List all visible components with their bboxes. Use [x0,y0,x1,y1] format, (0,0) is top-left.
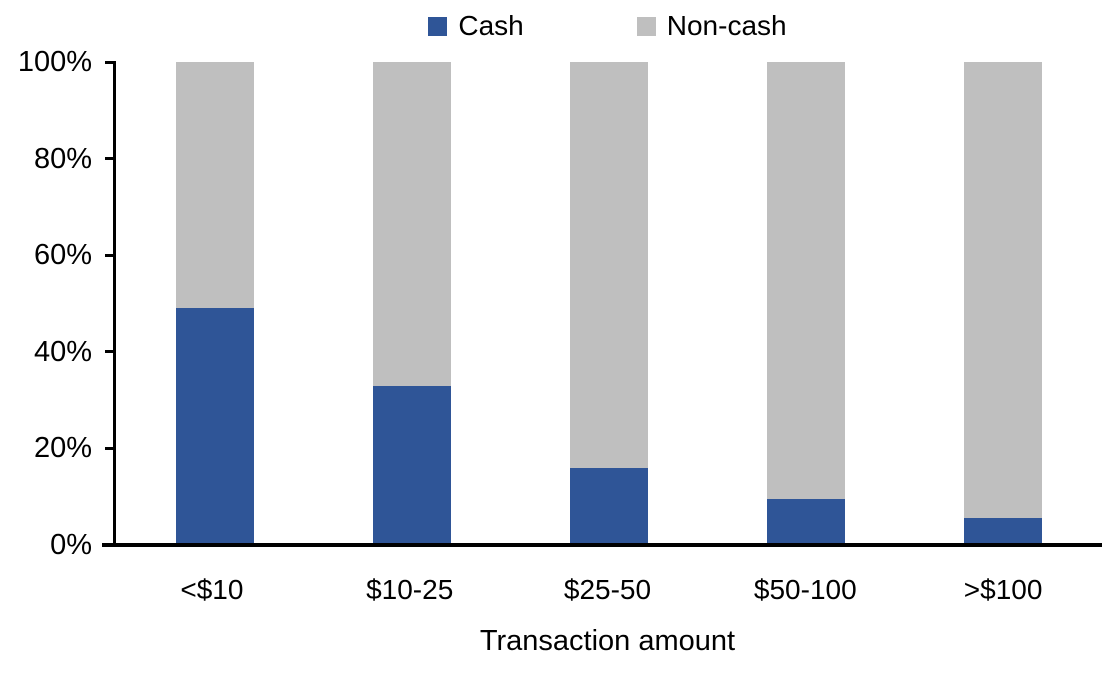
bar-slot-25-50 [510,62,707,545]
y-axis-tick-label-100: 100% [17,46,92,78]
legend-label-non-cash: Non-cash [666,10,787,41]
y-axis-tick-label-60: 60% [33,239,92,272]
y-axis-tick-mark [105,157,116,161]
y-axis-tick-mark [105,60,116,64]
legend-item-cash: Cash [428,10,524,41]
x-axis-line [102,543,1102,547]
bar-segment-cash-50-100 [767,499,846,545]
bar-stack-50-100 [767,62,846,545]
bar-segment-non-cash-25-50 [570,62,648,468]
bar-slot-100 [905,62,1102,545]
legend-swatch-cash [428,16,448,36]
x-axis-category-label-100: >$100 [963,574,1043,605]
bar-stack-100 [964,62,1043,545]
bar-segment-cash-100 [964,518,1043,545]
bar-slot-10 [116,62,313,545]
x-axis-labels: <$10 $10-25 $25-50 $50-100 >$100 [113,574,1102,606]
y-axis-tick-mark [105,253,116,257]
y-axis-tick-label-40: 40% [33,335,92,368]
bar-segment-non-cash-10-25 [372,62,451,386]
y-axis-tick-label-80: 80% [33,142,92,175]
y-axis-tick-mark [105,446,116,450]
legend-item-non-cash: Non-cash [636,10,787,41]
bar-segment-non-cash-50-100 [767,62,846,500]
bar-segment-cash-10-25 [372,385,451,545]
y-axis-labels: 0% 20% 40% 60% 80% 100% [0,46,92,561]
y-axis-tick-label-20: 20% [33,432,92,465]
bars [116,62,1102,545]
bar-stack-10-25 [372,62,451,545]
plot-area [105,60,1102,547]
bar-segment-non-cash-10 [175,62,254,309]
x-axis-category-label-10: <$10 [180,574,244,605]
bar-slot-50-100 [708,62,905,545]
x-axis-category-label-10-25: $10-25 [366,574,454,605]
bar-stack-25-50 [570,62,648,545]
y-axis-tick-mark [105,350,116,354]
x-axis-title: Transaction amount [479,625,736,657]
legend-label-cash: Cash [458,10,524,41]
legend-swatch-non-cash [636,16,656,36]
chart-legend: Cash Non-cash [113,12,1102,40]
bar-segment-cash-10 [175,308,254,545]
x-axis-category-label-25-50: $25-50 [563,574,652,605]
y-axis-tick-label-0: 0% [50,529,92,561]
bar-segment-cash-25-50 [570,467,648,545]
x-axis-category-label-50-100: $50-100 [753,574,857,605]
bar-segment-non-cash-100 [964,62,1043,519]
bar-slot-10-25 [313,62,510,545]
bar-stack-10 [175,62,254,545]
